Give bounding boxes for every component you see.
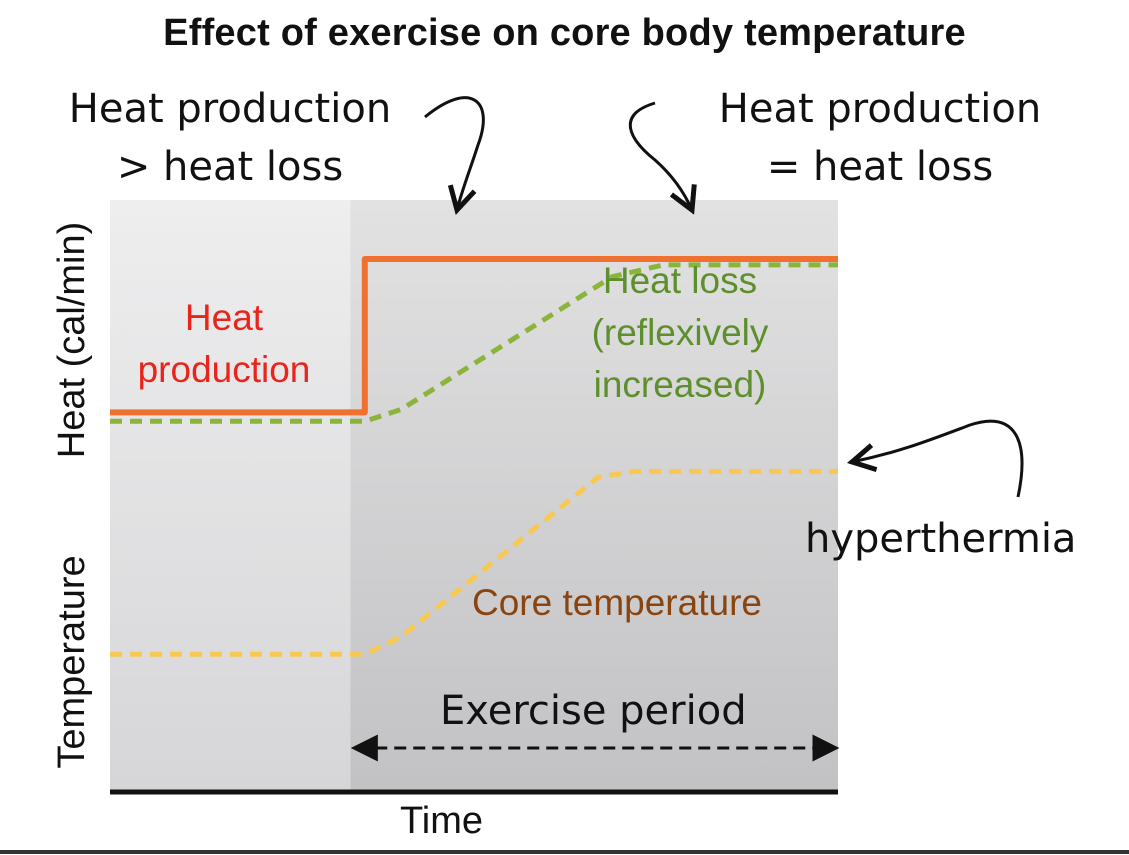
heat-loss-label-line3: increased) (593, 364, 767, 405)
pointer-arrow-hyperthermia (852, 419, 1024, 498)
note-right-line1: Heat production (718, 86, 1042, 132)
series-label-core-temperature: Core temperature (472, 582, 762, 623)
note-hyperthermia: hyperthermia (805, 516, 1077, 562)
pointer-arrow-right-note (628, 101, 692, 210)
y-axis-label-temperature: Temperature (51, 555, 93, 769)
y-axis-label-heat: Heat (cal/min) (51, 221, 93, 459)
chart-title: Effect of exercise on core body temperat… (163, 12, 966, 54)
note-right-line2: = heat loss (766, 144, 994, 190)
bottom-rule (0, 850, 1129, 854)
heat-loss-label-line1: Heat loss (602, 260, 758, 301)
x-axis-label: Time (400, 800, 484, 842)
series-line-heat-production (110, 256, 838, 416)
series-layer (110, 256, 838, 657)
heat-production-label-line1: Heat (184, 297, 264, 338)
heat-production-label-line2: production (137, 349, 311, 390)
note-left-line2: > heat loss (116, 144, 344, 190)
pointer-arrow-left-note (424, 96, 485, 210)
note-production-greater-than-loss: Heat production > heat loss (30, 80, 430, 196)
pre-exercise-region (110, 200, 351, 790)
series-label-heat-loss: Heat loss (reflexively increased) (540, 255, 820, 411)
note-left-line1: Heat production (68, 86, 392, 132)
exercise-region (350, 200, 838, 790)
note-production-equals-loss: Heat production = heat loss (670, 80, 1090, 196)
series-line-heat-loss-reflexively-increased (110, 262, 838, 424)
series-line-core-temperature (110, 468, 838, 657)
heat-loss-label-line2: (reflexively (591, 312, 769, 353)
exercise-period-label: Exercise period (440, 688, 747, 734)
series-label-heat-production: Heat production (108, 292, 340, 396)
